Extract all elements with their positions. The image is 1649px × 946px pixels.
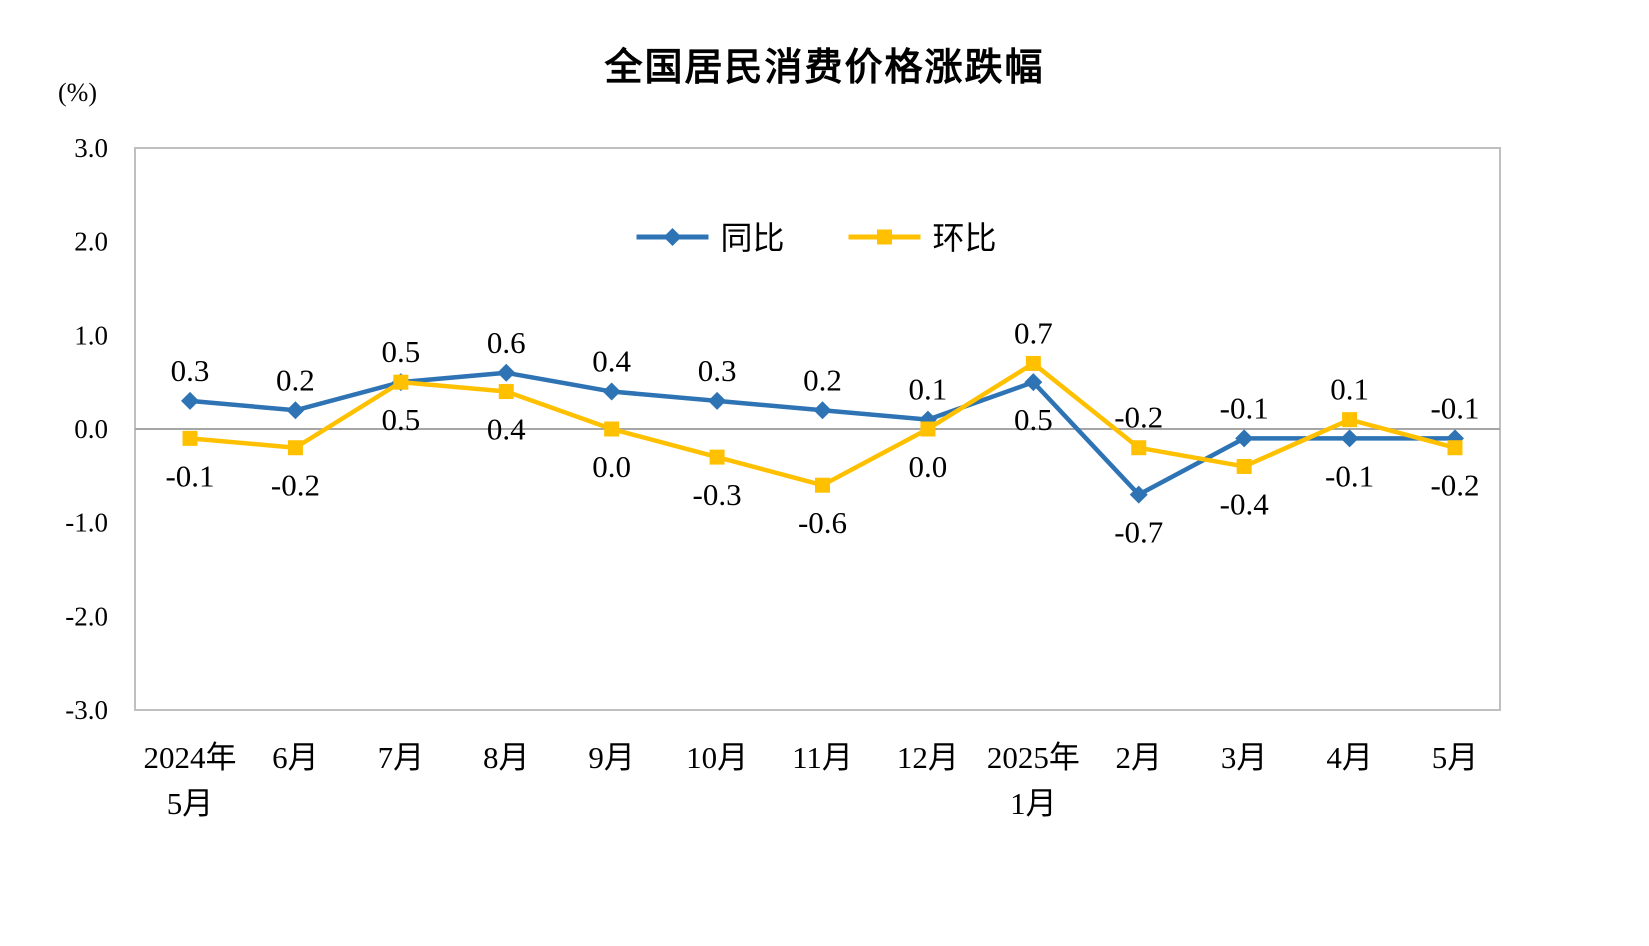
- svg-text:-0.3: -0.3: [693, 477, 742, 512]
- svg-text:0.7: 0.7: [1014, 315, 1053, 350]
- mom-marker: [1025, 355, 1041, 371]
- svg-text:2.0: 2.0: [74, 227, 108, 257]
- mom-marker: [1342, 412, 1358, 428]
- yoy-marker: [286, 401, 305, 420]
- yoy-marker: [602, 382, 621, 401]
- svg-text:0.5: 0.5: [1014, 402, 1053, 437]
- svg-text:-0.1: -0.1: [165, 458, 214, 493]
- svg-text:-0.1: -0.1: [1430, 390, 1479, 425]
- series-mom: [182, 355, 1463, 493]
- chart-title: 全国居民消费价格涨跌幅: [604, 47, 1045, 89]
- mom-marker: [815, 477, 830, 493]
- legend-mom-marker: [877, 229, 892, 245]
- svg-text:0.0: 0.0: [74, 414, 108, 444]
- svg-text:7月: 7月: [378, 740, 425, 775]
- mom-marker: [1236, 458, 1252, 474]
- svg-text:0.0: 0.0: [592, 449, 631, 484]
- mom-marker: [498, 384, 514, 400]
- legend: 同比 环比: [636, 220, 997, 256]
- mom-marker: [393, 374, 409, 390]
- svg-text:-3.0: -3.0: [65, 695, 108, 725]
- svg-text:-0.1: -0.1: [1220, 390, 1269, 425]
- svg-text:10月: 10月: [686, 740, 748, 775]
- y-axis-labels: 3.0 2.0 1.0 0.0 -1.0 -2.0 -3.0: [65, 133, 108, 725]
- mom-marker: [1131, 440, 1147, 456]
- svg-text:2025年: 2025年: [987, 740, 1080, 775]
- svg-text:0.2: 0.2: [803, 362, 842, 397]
- legend-yoy-marker: [663, 228, 682, 246]
- svg-text:0.4: 0.4: [487, 412, 526, 447]
- yoy-marker: [181, 391, 199, 410]
- svg-text:-0.1: -0.1: [1325, 458, 1374, 493]
- svg-text:9月: 9月: [588, 740, 635, 775]
- svg-text:1月: 1月: [1010, 786, 1057, 821]
- mom-marker: [709, 449, 725, 465]
- svg-text:同比: 同比: [721, 220, 785, 256]
- svg-text:-0.2: -0.2: [271, 468, 320, 503]
- svg-text:2024年: 2024年: [144, 740, 237, 775]
- mom-marker: [182, 430, 198, 446]
- svg-text:0.6: 0.6: [487, 325, 526, 360]
- svg-text:0.1: 0.1: [1330, 372, 1369, 407]
- yoy-marker: [1340, 429, 1359, 448]
- yoy-marker: [813, 401, 832, 420]
- y-axis-unit-label: (%): [58, 78, 97, 107]
- svg-text:5月: 5月: [167, 786, 214, 821]
- svg-text:-0.6: -0.6: [798, 505, 847, 540]
- svg-text:0.3: 0.3: [171, 353, 210, 388]
- svg-text:-0.4: -0.4: [1220, 486, 1270, 521]
- svg-text:6月: 6月: [272, 740, 319, 775]
- svg-text:0.3: 0.3: [698, 353, 737, 388]
- svg-text:5月: 5月: [1432, 740, 1479, 775]
- svg-text:4月: 4月: [1326, 740, 1373, 775]
- svg-text:-0.2: -0.2: [1114, 400, 1163, 435]
- svg-text:12月: 12月: [897, 740, 959, 775]
- mom-marker: [604, 421, 620, 437]
- svg-text:0.5: 0.5: [381, 334, 420, 369]
- x-axis-labels: 2024年 5月 6月 7月 8月 9月 10月 11月 12月 2025年 1月 2月 3月 4月 5月: [144, 740, 1479, 821]
- svg-text:1.0: 1.0: [74, 320, 108, 350]
- mom-marker: [920, 421, 936, 437]
- svg-text:11月: 11月: [792, 740, 853, 775]
- svg-text:-1.0: -1.0: [65, 508, 108, 538]
- svg-text:3月: 3月: [1221, 740, 1268, 775]
- mom-marker: [287, 440, 303, 456]
- svg-text:3.0: 3.0: [74, 133, 108, 163]
- data-labels: 0.3 -0.1 0.2 -0.2 0.5 0.5 0.6 0.4 0.4 0.0 0.3 -0.3 0…: [165, 315, 1479, 549]
- svg-text:-0.7: -0.7: [1114, 515, 1163, 550]
- yoy-marker: [1129, 485, 1148, 504]
- svg-text:0.1: 0.1: [909, 372, 948, 407]
- svg-text:0.5: 0.5: [381, 402, 420, 437]
- svg-text:0.4: 0.4: [592, 344, 631, 379]
- yoy-marker: [497, 363, 516, 382]
- svg-text:8月: 8月: [483, 740, 530, 775]
- yoy-marker: [1235, 429, 1254, 448]
- svg-text:2月: 2月: [1116, 740, 1163, 775]
- yoy-marker: [1024, 373, 1043, 392]
- svg-text:0.0: 0.0: [909, 449, 948, 484]
- yoy-marker: [708, 391, 727, 410]
- svg-text:-2.0: -2.0: [65, 601, 108, 631]
- svg-text:0.2: 0.2: [276, 362, 315, 397]
- svg-text:环比: 环比: [933, 220, 997, 256]
- svg-text:-0.2: -0.2: [1430, 468, 1479, 503]
- mom-marker: [1447, 440, 1463, 456]
